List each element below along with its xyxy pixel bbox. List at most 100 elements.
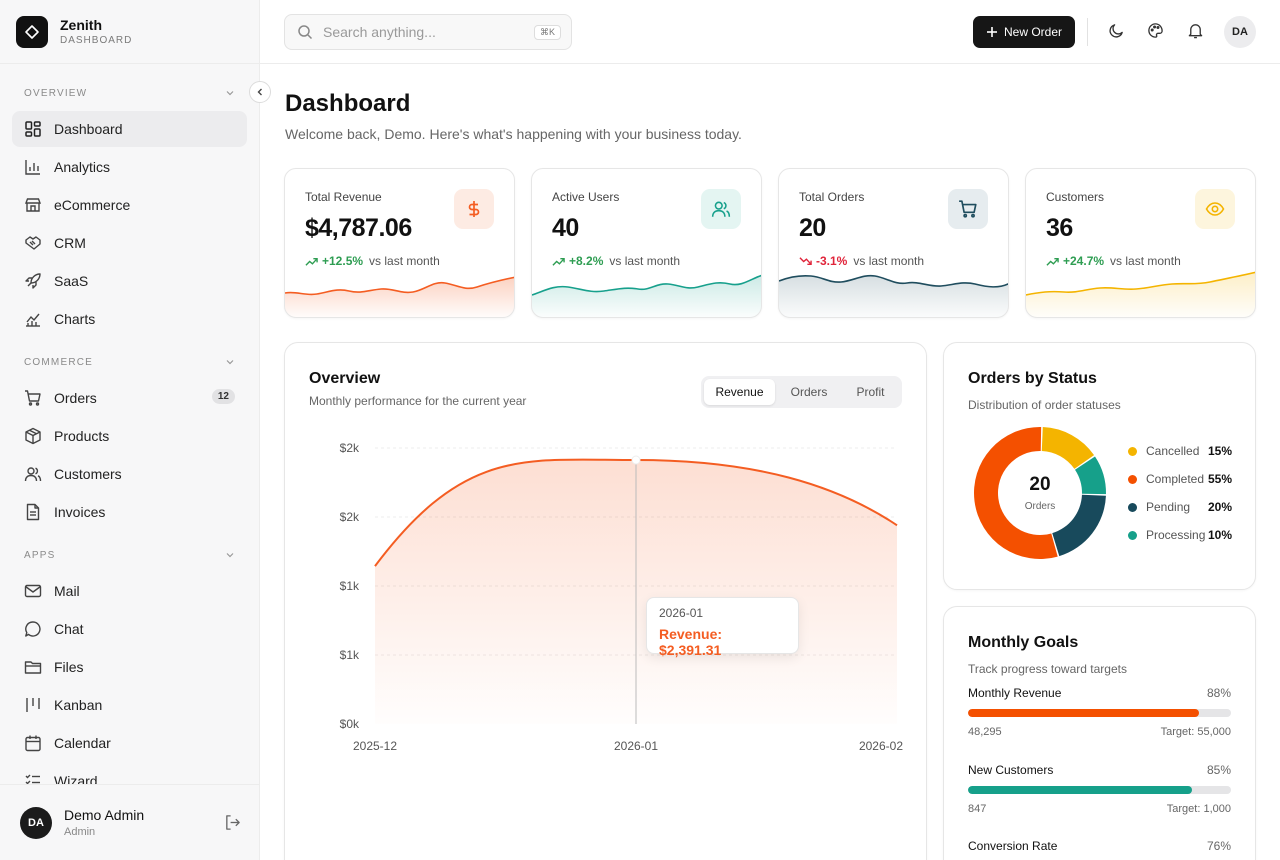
- goal-pct: 76%: [1206, 839, 1231, 853]
- goal-current: 48,295: [968, 726, 1002, 738]
- overview-card: Overview Monthly performance for the cur…: [284, 342, 927, 860]
- legend-label: Pending: [1146, 500, 1191, 514]
- section-title-commerce[interactable]: COMMERCE: [0, 352, 259, 372]
- goal-progress-fill: [968, 786, 1192, 794]
- legend-dot: [1128, 530, 1137, 540]
- stat-card-active-users[interactable]: Active Users 40 +8.2% vs last month: [531, 168, 762, 318]
- user-avatar-button[interactable]: DA: [1224, 16, 1256, 48]
- cart-icon: [948, 189, 988, 229]
- brand-name: Zenith: [60, 17, 102, 33]
- chevron-left-icon: [257, 88, 262, 96]
- stat-value: $4,787.06: [305, 214, 412, 242]
- bell-icon[interactable]: [1187, 22, 1204, 39]
- stat-change: +8.2% vs last month: [552, 254, 680, 268]
- stat-label: Total Orders: [799, 190, 865, 204]
- search-box[interactable]: ⌘K: [284, 14, 572, 50]
- sidebar-item-charts[interactable]: Charts: [12, 301, 247, 337]
- sidebar-item-label: Customers: [54, 466, 122, 482]
- palette-icon[interactable]: [1147, 22, 1164, 39]
- moon-icon[interactable]: [1108, 22, 1125, 39]
- sidebar-item-mail[interactable]: Mail: [12, 573, 247, 609]
- stat-change-label: vs last month: [1110, 254, 1181, 268]
- file-text-icon: [24, 503, 42, 521]
- goal-name: New Customers: [968, 763, 1054, 777]
- tab-revenue[interactable]: Revenue: [704, 379, 775, 405]
- mail-icon: [24, 582, 42, 600]
- user-profile[interactable]: DA Demo Admin Admin: [0, 784, 259, 860]
- new-order-button[interactable]: New Order: [973, 16, 1075, 48]
- goal-new-customers: New Customers 85% 847 Target: 1,000: [968, 763, 1231, 815]
- sidebar-nav: OVERVIEW Dashboard Analytics eCommerce C…: [0, 64, 259, 784]
- stat-card-total-orders[interactable]: Total Orders 20 -3.1% vs last month: [778, 168, 1009, 318]
- sidebar-item-dashboard[interactable]: Dashboard: [12, 111, 247, 147]
- section-title-apps[interactable]: APPS: [0, 545, 259, 565]
- donut-segment-completed[interactable]: [974, 427, 1058, 559]
- legend-item-cancelled: Cancelled 15%: [1128, 444, 1238, 458]
- logout-icon[interactable]: [224, 814, 241, 831]
- tab-orders[interactable]: Orders: [790, 385, 828, 399]
- y-tick-label: $0k: [340, 717, 360, 731]
- sidebar-item-kanban[interactable]: Kanban: [12, 687, 247, 723]
- sidebar-item-chat[interactable]: Chat: [12, 611, 247, 647]
- stat-card-customers[interactable]: Customers 36 +24.7% vs last month: [1025, 168, 1256, 318]
- legend-pct: 55%: [1208, 472, 1233, 486]
- trending-up-icon: [552, 257, 565, 266]
- package-icon: [24, 427, 42, 445]
- sidebar-item-orders[interactable]: Orders 12: [12, 380, 247, 416]
- bar-chart-icon: [24, 158, 42, 176]
- sidebar-item-calendar[interactable]: Calendar: [12, 725, 247, 761]
- goal-name: Conversion Rate: [968, 839, 1058, 853]
- collapse-sidebar-button[interactable]: [249, 81, 271, 103]
- goal-monthly-revenue: Monthly Revenue 88% 48,295 Target: 55,000: [968, 686, 1231, 738]
- legend-label: Completed: [1146, 472, 1205, 486]
- sidebar-item-label: Chat: [54, 621, 84, 637]
- donut-segment-processing[interactable]: [1074, 456, 1106, 495]
- orders-status-title: Orders by Status: [968, 370, 1097, 387]
- sidebar-item-label: Dashboard: [54, 121, 123, 137]
- x-tick-label: 2026-01: [614, 739, 658, 753]
- sparkline: [1026, 271, 1255, 317]
- sidebar-item-label: SaaS: [54, 273, 89, 289]
- legend-item-completed: Completed 55%: [1128, 472, 1238, 486]
- tooltip-date: 2026-01: [659, 606, 704, 620]
- sidebar-item-customers[interactable]: Customers: [12, 456, 247, 492]
- chevron-down-icon: [226, 91, 234, 96]
- stat-card-revenue[interactable]: Total Revenue $4,787.06 +12.5% vs last m…: [284, 168, 515, 318]
- sidebar-item-invoices[interactable]: Invoices: [12, 494, 247, 530]
- brand-subtitle: DASHBOARD: [60, 35, 133, 46]
- sidebar-item-wizard[interactable]: Wizard: [12, 763, 247, 784]
- sidebar-item-label: Calendar: [54, 735, 111, 751]
- new-order-label: New Order: [1003, 25, 1062, 39]
- stat-change-pct: +12.5%: [322, 254, 364, 268]
- donut-segment-cancelled[interactable]: [1041, 427, 1095, 469]
- data-point[interactable]: [631, 455, 641, 465]
- sidebar-item-label: Analytics: [54, 159, 111, 175]
- sidebar-item-saas[interactable]: SaaS: [12, 263, 247, 299]
- sidebar-item-products[interactable]: Products: [12, 418, 247, 454]
- search-input[interactable]: [323, 24, 523, 40]
- sparkline: [532, 274, 761, 317]
- plus-icon: [986, 27, 997, 37]
- kanban-icon: [24, 696, 42, 714]
- section-title-overview[interactable]: OVERVIEW: [0, 83, 259, 103]
- sidebar-item-ecommerce[interactable]: eCommerce: [12, 187, 247, 223]
- donut-segment-pending[interactable]: [1052, 494, 1106, 557]
- overview-chart[interactable]: $0k $1k $1k $2k $2k 2025-12 2026-01 2026-02: [285, 433, 927, 860]
- search-icon: [298, 25, 313, 40]
- monthly-goals-card: Monthly Goals Track progress toward targ…: [943, 606, 1256, 860]
- sidebar-item-label: Invoices: [54, 504, 106, 520]
- sidebar-item-files[interactable]: Files: [12, 649, 247, 685]
- sidebar-item-crm[interactable]: CRM: [12, 225, 247, 261]
- stat-change-pct: -3.1%: [816, 254, 848, 268]
- donut-chart[interactable]: [970, 423, 1110, 563]
- sidebar-item-analytics[interactable]: Analytics: [12, 149, 247, 185]
- divider: [1087, 18, 1088, 46]
- tab-profit[interactable]: Profit: [856, 385, 885, 399]
- trending-up-icon: [305, 257, 318, 266]
- user-role: Admin: [64, 826, 96, 838]
- cart-icon: [24, 389, 42, 407]
- message-circle-icon: [24, 620, 42, 638]
- brand[interactable]: Zenith DASHBOARD: [0, 0, 259, 64]
- goal-name: Monthly Revenue: [968, 686, 1062, 700]
- stat-change-pct: +8.2%: [569, 254, 604, 268]
